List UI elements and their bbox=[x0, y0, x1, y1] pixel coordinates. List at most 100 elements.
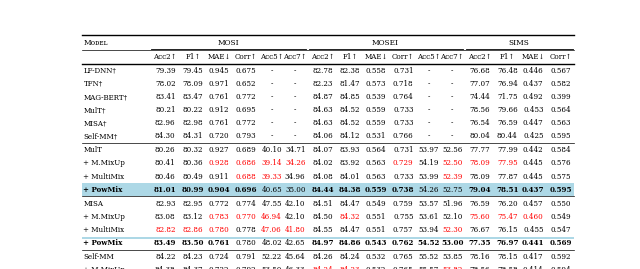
Text: 84.07: 84.07 bbox=[312, 146, 333, 154]
Text: 84.44: 84.44 bbox=[311, 186, 333, 194]
Text: 80.46: 80.46 bbox=[155, 172, 175, 180]
Text: 0.733: 0.733 bbox=[393, 172, 413, 180]
Text: 84.86: 84.86 bbox=[339, 239, 362, 247]
Text: + PowMix: + PowMix bbox=[83, 186, 123, 194]
Text: MOSEI: MOSEI bbox=[372, 39, 399, 47]
Text: 0.425: 0.425 bbox=[523, 132, 543, 140]
Text: 52.30: 52.30 bbox=[442, 226, 463, 234]
Text: 0.912: 0.912 bbox=[209, 106, 229, 114]
Text: 45.64: 45.64 bbox=[285, 253, 305, 261]
Text: 84.37: 84.37 bbox=[182, 266, 204, 269]
Text: -: - bbox=[271, 106, 273, 114]
Text: 42.65: 42.65 bbox=[285, 239, 305, 247]
Text: -: - bbox=[451, 67, 454, 75]
Text: + M.MixUp: + M.MixUp bbox=[83, 160, 125, 168]
Text: TFN†: TFN† bbox=[83, 80, 103, 88]
Text: Acc2↑: Acc2↑ bbox=[154, 53, 177, 61]
Text: 0.755: 0.755 bbox=[393, 213, 413, 221]
Text: 0.445: 0.445 bbox=[523, 160, 543, 168]
Text: 34.96: 34.96 bbox=[285, 172, 305, 180]
Text: Self-MM: Self-MM bbox=[83, 253, 114, 261]
Text: 42.10: 42.10 bbox=[285, 200, 305, 208]
Text: 0.414: 0.414 bbox=[523, 266, 543, 269]
Text: 78.09: 78.09 bbox=[469, 160, 490, 168]
Text: 78.09: 78.09 bbox=[182, 80, 204, 88]
Text: 79.66: 79.66 bbox=[497, 106, 518, 114]
Text: LF-DNN†: LF-DNN† bbox=[83, 67, 116, 75]
Text: 0.573: 0.573 bbox=[366, 80, 387, 88]
Text: 0.792: 0.792 bbox=[236, 266, 257, 269]
Text: 0.733: 0.733 bbox=[393, 119, 413, 127]
Text: 53.82: 53.82 bbox=[442, 266, 463, 269]
Text: 78.16: 78.16 bbox=[469, 253, 490, 261]
Text: 82.38: 82.38 bbox=[340, 67, 360, 75]
Text: 0.793: 0.793 bbox=[236, 132, 257, 140]
Text: 0.569: 0.569 bbox=[549, 239, 572, 247]
Text: 0.563: 0.563 bbox=[366, 172, 387, 180]
Text: 75.60: 75.60 bbox=[469, 213, 490, 221]
Text: F1↑: F1↑ bbox=[500, 53, 515, 61]
Text: 84.23: 84.23 bbox=[183, 253, 204, 261]
Text: MISA: MISA bbox=[83, 200, 104, 208]
Text: 83.92: 83.92 bbox=[340, 160, 360, 168]
Text: 0.686: 0.686 bbox=[236, 160, 257, 168]
Text: SIMS: SIMS bbox=[509, 39, 529, 47]
Text: 48.02: 48.02 bbox=[261, 239, 282, 247]
Text: MAG-BERT†: MAG-BERT† bbox=[83, 93, 127, 101]
Text: 84.87: 84.87 bbox=[312, 93, 333, 101]
Text: 77.35: 77.35 bbox=[468, 239, 491, 247]
Text: 0.551: 0.551 bbox=[366, 226, 387, 234]
Text: 0.766: 0.766 bbox=[393, 132, 413, 140]
Text: 0.971: 0.971 bbox=[209, 80, 229, 88]
Text: 84.12: 84.12 bbox=[340, 132, 360, 140]
Text: -: - bbox=[428, 132, 430, 140]
Text: 0.547: 0.547 bbox=[550, 226, 571, 234]
Text: -: - bbox=[271, 80, 273, 88]
Text: 80.49: 80.49 bbox=[182, 172, 204, 180]
Text: 0.592: 0.592 bbox=[550, 253, 571, 261]
Text: 80.26: 80.26 bbox=[155, 146, 175, 154]
Text: 0.675: 0.675 bbox=[236, 67, 257, 75]
Text: 0.564: 0.564 bbox=[366, 146, 387, 154]
Bar bbox=[82, 236, 574, 250]
Text: 84.63: 84.63 bbox=[312, 119, 333, 127]
Text: 79.04: 79.04 bbox=[468, 186, 491, 194]
Text: 75.47: 75.47 bbox=[497, 213, 518, 221]
Text: 84.50: 84.50 bbox=[312, 213, 333, 221]
Text: 82.95: 82.95 bbox=[183, 200, 204, 208]
Text: 0.761: 0.761 bbox=[209, 119, 229, 127]
Text: 0.543: 0.543 bbox=[365, 239, 387, 247]
Text: 76.68: 76.68 bbox=[469, 67, 490, 75]
Text: 46.33: 46.33 bbox=[285, 266, 305, 269]
Text: 0.455: 0.455 bbox=[523, 226, 543, 234]
Text: -: - bbox=[271, 67, 273, 75]
Text: 0.652: 0.652 bbox=[236, 80, 257, 88]
Text: 0.559: 0.559 bbox=[366, 119, 387, 127]
Text: 40.10: 40.10 bbox=[261, 146, 282, 154]
Text: 0.559: 0.559 bbox=[366, 106, 387, 114]
Text: 80.99: 80.99 bbox=[182, 186, 204, 194]
Text: 83.50: 83.50 bbox=[182, 239, 204, 247]
Text: 46.94: 46.94 bbox=[261, 213, 282, 221]
Text: MulT: MulT bbox=[83, 146, 102, 154]
Text: 0.780: 0.780 bbox=[209, 226, 229, 234]
Text: -: - bbox=[294, 106, 296, 114]
Text: 52.50: 52.50 bbox=[442, 160, 463, 168]
Text: 83.08: 83.08 bbox=[155, 213, 175, 221]
Text: 84.51: 84.51 bbox=[312, 200, 333, 208]
Text: 0.532: 0.532 bbox=[366, 253, 387, 261]
Text: 76.67: 76.67 bbox=[469, 226, 490, 234]
Text: 0.417: 0.417 bbox=[523, 253, 543, 261]
Text: 42.10: 42.10 bbox=[285, 213, 305, 221]
Text: 80.44: 80.44 bbox=[497, 132, 518, 140]
Text: 84.08: 84.08 bbox=[312, 172, 333, 180]
Text: 0.927: 0.927 bbox=[209, 146, 229, 154]
Text: 77.87: 77.87 bbox=[497, 172, 518, 180]
Text: MulT†: MulT† bbox=[83, 106, 106, 114]
Text: 0.399: 0.399 bbox=[550, 93, 571, 101]
Text: 0.718: 0.718 bbox=[393, 80, 413, 88]
Text: 35.00: 35.00 bbox=[285, 186, 305, 194]
Text: 84.06: 84.06 bbox=[312, 132, 333, 140]
Text: 83.47: 83.47 bbox=[182, 93, 204, 101]
Text: -: - bbox=[451, 80, 454, 88]
